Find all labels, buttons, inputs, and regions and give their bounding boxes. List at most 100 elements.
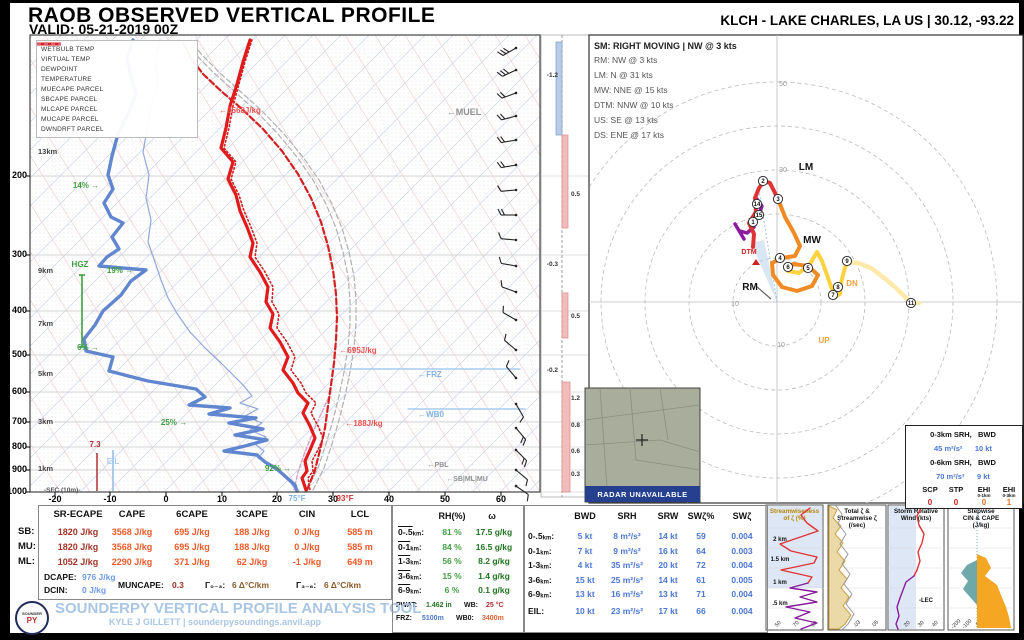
hodo-ring-label: 10 bbox=[777, 342, 785, 349]
stats-value: 371 J/kg bbox=[174, 556, 210, 567]
stats-extra: 976 J/kg bbox=[82, 571, 116, 582]
grid-line bbox=[464, 35, 540, 156]
grid-line bbox=[30, 35, 286, 291]
rh-value: 81 % bbox=[442, 526, 462, 537]
radar-map-boundary bbox=[629, 387, 637, 461]
grid-line bbox=[30, 395, 91, 492]
stats-extra: DCIN: bbox=[44, 584, 68, 595]
barb-base bbox=[514, 290, 518, 294]
rh-row-label: 6-9km: bbox=[398, 584, 422, 596]
grid-line bbox=[30, 154, 241, 492]
moisture-extra: FRZ: bbox=[396, 614, 412, 622]
barb-base bbox=[514, 468, 518, 472]
kinematics-value: 16 m²/s² bbox=[610, 588, 644, 599]
barb-base bbox=[514, 264, 518, 268]
kinematics-value: 16 kt bbox=[658, 545, 678, 556]
hodo-km-marker-label: 4 bbox=[778, 256, 782, 262]
pressure-tick-label: 900 bbox=[11, 463, 27, 474]
kinematics-value: 0.004 bbox=[731, 588, 753, 599]
barb-stroke bbox=[500, 113, 506, 120]
legend-item-label: WETBULB TEMP bbox=[41, 45, 95, 53]
legend-item: MUCAPE PARCEL bbox=[37, 43, 193, 124]
legend-item-label: DEWPOINT bbox=[41, 65, 78, 73]
sbcape-parcel-curve bbox=[185, 41, 351, 491]
skewt-annotation: 7.3 bbox=[89, 440, 101, 449]
barb-stroke bbox=[500, 136, 506, 143]
legend-item-label: VIRTUAL TEMP bbox=[41, 55, 91, 63]
grid-line bbox=[254, 35, 540, 492]
omega-header: ω bbox=[488, 510, 496, 521]
kinematics-value: 59 bbox=[696, 530, 706, 541]
storm-motion-line: DS: ENE @ 17 kts bbox=[594, 130, 665, 140]
kinematics-value: 0.003 bbox=[731, 545, 753, 556]
stats-extra: 0 J/kg bbox=[82, 584, 107, 595]
legend-item: WETBULB TEMP bbox=[37, 43, 193, 54]
skewt-annotation: ←188J/kg bbox=[345, 419, 383, 428]
legend-item: DEWPOINT bbox=[37, 42, 193, 74]
grid-line bbox=[219, 171, 540, 492]
wind-barb bbox=[496, 136, 518, 144]
skewt-annotation: ←MUEL bbox=[446, 106, 482, 117]
kinematics-row-label: 3-6km: bbox=[528, 574, 552, 586]
grid-line bbox=[30, 35, 314, 319]
srw-lower-line bbox=[895, 575, 915, 630]
mini-panel-tick: .05 bbox=[870, 619, 880, 629]
legend-item-label: MUCAPE PARCEL bbox=[41, 115, 99, 123]
wetbulb-curve bbox=[142, 39, 297, 491]
legend-item-label: DWNDRFT PARCEL bbox=[41, 125, 104, 133]
srh-inset-box bbox=[905, 425, 1023, 509]
barb-stroke bbox=[501, 262, 517, 267]
stats-value: 1052 J/kg bbox=[57, 556, 99, 567]
inset-row2-values: 70 m²/s² 9 kt bbox=[936, 472, 990, 482]
hodo-km-marker bbox=[751, 198, 763, 210]
mixing-ratio-value: 16.5 g/kg bbox=[475, 541, 513, 552]
height-label: 5km bbox=[38, 369, 54, 379]
wind-barb bbox=[514, 448, 528, 468]
kinematics-row-label: 0-1km: bbox=[528, 545, 552, 557]
barb-base bbox=[514, 114, 518, 118]
kinematics-value: 13 kt bbox=[575, 588, 595, 599]
barb-base bbox=[514, 163, 518, 167]
hodo-km-marker bbox=[747, 216, 759, 228]
storm-motion-line: US: SE @ 13 kts bbox=[594, 115, 658, 125]
grid-line bbox=[303, 255, 540, 492]
barb-stroke bbox=[496, 136, 502, 143]
barb-stroke bbox=[498, 232, 502, 239]
dtm-marker bbox=[752, 259, 760, 265]
stats-extra: Γ₃₋₆: bbox=[296, 579, 317, 590]
stats-row-label: MU: bbox=[18, 541, 36, 553]
storm-motion-line: RM: NW @ 3 kts bbox=[594, 55, 658, 65]
barb-stroke bbox=[501, 208, 505, 216]
stats-value: 3568 J/kg bbox=[111, 541, 153, 552]
mini-panel-title: Streamwiseness bbox=[770, 508, 820, 515]
kinematics-value: 23 m²/s² bbox=[610, 605, 644, 616]
hodo-label-up: UP bbox=[818, 336, 830, 345]
moisture-extra: 25 °C bbox=[486, 601, 504, 609]
grid-line bbox=[30, 35, 342, 347]
barb-stroke bbox=[501, 139, 517, 144]
storm-motion-line: LM: N @ 31 kts bbox=[594, 70, 653, 80]
mini-panel-title: (/sec) bbox=[849, 522, 865, 529]
skewt-annotation: EIL bbox=[106, 457, 120, 466]
stats-header: CIN bbox=[298, 509, 316, 521]
radar-map-boundary bbox=[584, 404, 701, 421]
hodo-label-dtm: DTM bbox=[741, 249, 756, 256]
omega-value-label: -1.2 bbox=[546, 71, 558, 79]
hodo-km-marker-label: 1 bbox=[751, 220, 755, 226]
hodograph-trace-segment-1 bbox=[733, 222, 746, 241]
mini-panel-height-label: 1 km bbox=[773, 580, 787, 586]
skewt-annotation: ←FRZ bbox=[418, 370, 442, 379]
pressure-tick-label: 500 bbox=[11, 348, 27, 359]
barb-stroke bbox=[496, 161, 502, 168]
kinematics-value: 5 kt bbox=[577, 530, 593, 541]
grid-line bbox=[331, 283, 540, 492]
kinematics-value: 7 kt bbox=[577, 545, 593, 556]
barb-base bbox=[514, 348, 518, 352]
kinematics-header: SWζ bbox=[732, 510, 752, 521]
rh-value: 56 % bbox=[442, 555, 462, 566]
inset-index-value: 0 bbox=[953, 498, 959, 507]
radar-map-boundary bbox=[599, 387, 609, 503]
mini-panel-tick: 50 bbox=[774, 620, 783, 629]
lec-label: -LEC bbox=[919, 598, 934, 604]
kinematics-value: 15 kt bbox=[575, 574, 595, 585]
